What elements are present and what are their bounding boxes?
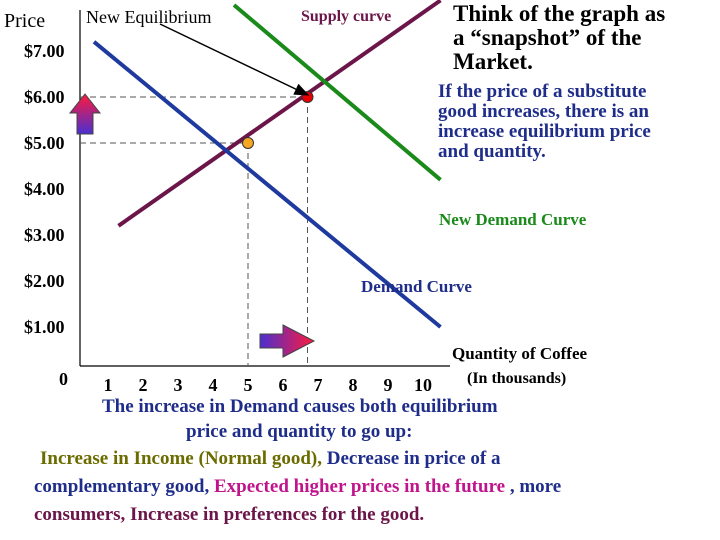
side-title-line: Market.: [453, 49, 533, 74]
x-axis-label: Quantity of Coffee: [452, 344, 588, 363]
new-demand-curve-label: New Demand Curve: [439, 210, 587, 229]
x-tick-labels: 1 2 3 4 5 6 7 8 9 10: [104, 375, 433, 395]
original-equilibrium-point: [242, 137, 254, 149]
x-axis-sublabel: (In thousands): [467, 370, 567, 387]
increase-in-demand-text: The increase in Demand: [102, 396, 299, 417]
new-equilibrium-label: New Equilibrium: [86, 7, 212, 27]
bottom-line-3: Increase in Income (Normal good), Decrea…: [40, 448, 501, 470]
more-text: , more: [505, 476, 562, 497]
complementary-good-text: complementary good,: [34, 476, 214, 497]
x-tick-label: 4: [209, 375, 218, 395]
side-note-line: and quantity.: [438, 141, 546, 162]
y-axis-label: Price: [4, 10, 46, 32]
y-tick-label: $1.00: [24, 317, 65, 337]
curves: [92, 0, 442, 329]
supply-curve-line: [117, 0, 442, 228]
y-tick-label: $2.00: [24, 271, 65, 291]
bottom-line-4: complementary good, Expected higher pric…: [34, 476, 561, 498]
income-text: Increase in Income (Normal good),: [40, 448, 327, 469]
x-tick-label: 2: [139, 375, 148, 395]
side-note-line: If the price of a substitute: [438, 81, 647, 102]
x-tick-label: 6: [279, 375, 288, 395]
causes-text: causes both equilibrium: [298, 396, 498, 417]
x-tick-label: 5: [244, 375, 253, 395]
y-tick-label: $3.00: [24, 225, 65, 245]
x-tick-label: 1: [104, 375, 113, 395]
bottom-line-2: price and quantity to go up:: [186, 421, 413, 442]
x-tick-label: 10: [414, 375, 432, 395]
demand-curve-line: [92, 40, 442, 329]
y-tick-label: 0: [59, 369, 68, 389]
x-tick-label: 8: [349, 375, 358, 395]
quantity-right-arrow: [259, 324, 316, 358]
side-note-line: increase equilibrium price: [438, 121, 651, 142]
side-note: If the price of a substitute good increa…: [438, 82, 651, 162]
x-tick-label: 3: [174, 375, 183, 395]
expected-prices-text: Expected higher prices in the future: [213, 476, 506, 497]
complement-price-text: Decrease in price of a: [326, 448, 501, 469]
new-equilibrium-arrow: [159, 23, 310, 96]
bottom-line-1: The increase in Demand causes both equil…: [102, 396, 498, 418]
y-tick-label: $5.00: [24, 133, 65, 153]
y-tick-label: $6.00: [24, 87, 65, 107]
equilibrium-guides: [80, 96, 308, 365]
demand-curve-label: Demand Curve: [361, 277, 472, 296]
equilibrium-points: [242, 91, 314, 149]
side-title: Think of the graph as a “snapshot” of th…: [453, 2, 665, 74]
y-tick-label: $4.00: [24, 179, 65, 199]
side-title-line: Think of the graph as: [453, 1, 666, 26]
side-note-line: good increases, there is an: [438, 101, 649, 122]
y-tick-label: $7.00: [24, 41, 65, 61]
price-up-arrow: [68, 93, 102, 135]
side-title-line: a “snapshot” of the: [453, 25, 642, 50]
new-demand-curve-line: [232, 3, 442, 182]
bottom-line-5: consumers, Increase in preferences for t…: [34, 504, 425, 525]
supply-curve-label: Supply curve: [301, 8, 392, 25]
x-tick-label: 7: [314, 375, 323, 395]
y-tick-labels: $7.00 $6.00 $5.00 $4.00 $3.00 $2.00 $1.00 0: [24, 41, 68, 389]
x-tick-label: 9: [384, 375, 393, 395]
